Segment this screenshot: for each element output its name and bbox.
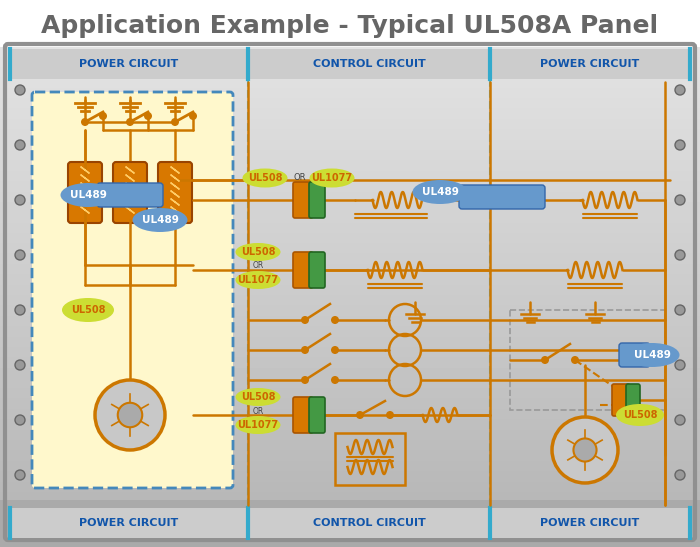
FancyBboxPatch shape bbox=[293, 182, 313, 218]
FancyBboxPatch shape bbox=[32, 92, 233, 488]
Circle shape bbox=[171, 118, 179, 126]
Circle shape bbox=[675, 360, 685, 370]
Circle shape bbox=[15, 415, 25, 425]
Circle shape bbox=[15, 85, 25, 95]
Text: POWER CIRCUIT: POWER CIRCUIT bbox=[540, 59, 640, 69]
Text: Application Example - Typical UL508A Panel: Application Example - Typical UL508A Pan… bbox=[41, 14, 659, 38]
Circle shape bbox=[675, 250, 685, 260]
Text: POWER CIRCUIT: POWER CIRCUIT bbox=[540, 518, 640, 528]
Circle shape bbox=[15, 250, 25, 260]
Circle shape bbox=[331, 376, 339, 384]
FancyBboxPatch shape bbox=[68, 162, 102, 223]
Circle shape bbox=[675, 415, 685, 425]
Text: OR: OR bbox=[294, 173, 307, 183]
Circle shape bbox=[95, 380, 165, 450]
Circle shape bbox=[144, 112, 152, 120]
FancyBboxPatch shape bbox=[113, 162, 147, 223]
Circle shape bbox=[15, 360, 25, 370]
Circle shape bbox=[189, 112, 197, 120]
FancyBboxPatch shape bbox=[293, 397, 313, 433]
Circle shape bbox=[675, 305, 685, 315]
Text: UL508: UL508 bbox=[623, 410, 657, 420]
Circle shape bbox=[331, 346, 339, 354]
Text: UL1077: UL1077 bbox=[237, 420, 279, 430]
Ellipse shape bbox=[242, 168, 288, 188]
Ellipse shape bbox=[624, 343, 680, 367]
Ellipse shape bbox=[235, 271, 281, 289]
FancyBboxPatch shape bbox=[293, 252, 313, 288]
Circle shape bbox=[541, 356, 549, 364]
Circle shape bbox=[99, 112, 107, 120]
Bar bbox=[510, 310, 665, 410]
FancyBboxPatch shape bbox=[97, 183, 163, 207]
FancyBboxPatch shape bbox=[309, 182, 325, 218]
FancyBboxPatch shape bbox=[309, 252, 325, 288]
FancyBboxPatch shape bbox=[619, 343, 650, 367]
Circle shape bbox=[571, 356, 579, 364]
Ellipse shape bbox=[412, 180, 468, 204]
Ellipse shape bbox=[132, 208, 188, 232]
Circle shape bbox=[118, 403, 142, 427]
Circle shape bbox=[675, 195, 685, 205]
Text: OR: OR bbox=[253, 406, 264, 416]
FancyBboxPatch shape bbox=[309, 397, 325, 433]
Circle shape bbox=[552, 417, 618, 483]
Circle shape bbox=[331, 316, 339, 324]
Ellipse shape bbox=[62, 298, 114, 322]
Circle shape bbox=[675, 470, 685, 480]
Text: POWER CIRCUIT: POWER CIRCUIT bbox=[79, 59, 178, 69]
Ellipse shape bbox=[235, 243, 281, 261]
Text: UL508: UL508 bbox=[241, 392, 275, 402]
Circle shape bbox=[15, 470, 25, 480]
FancyBboxPatch shape bbox=[459, 185, 545, 209]
Circle shape bbox=[126, 118, 134, 126]
Circle shape bbox=[675, 140, 685, 150]
Circle shape bbox=[356, 411, 364, 419]
Circle shape bbox=[15, 195, 25, 205]
Text: UL508: UL508 bbox=[71, 305, 105, 315]
Text: OR: OR bbox=[253, 261, 264, 271]
Text: UL489: UL489 bbox=[141, 215, 178, 225]
Bar bbox=[10, 49, 690, 79]
Circle shape bbox=[675, 85, 685, 95]
Ellipse shape bbox=[309, 168, 354, 188]
Ellipse shape bbox=[616, 404, 664, 426]
Ellipse shape bbox=[235, 388, 281, 406]
Text: CONTROL CIRCUIT: CONTROL CIRCUIT bbox=[313, 518, 426, 528]
Text: UL489: UL489 bbox=[69, 190, 106, 200]
Circle shape bbox=[15, 305, 25, 315]
Text: UL508: UL508 bbox=[241, 247, 275, 257]
Text: UL508: UL508 bbox=[248, 173, 282, 183]
Text: UL489: UL489 bbox=[421, 187, 458, 197]
Text: POWER CIRCUIT: POWER CIRCUIT bbox=[79, 518, 178, 528]
FancyBboxPatch shape bbox=[612, 384, 630, 416]
Bar bbox=[335, 433, 405, 485]
Circle shape bbox=[301, 376, 309, 384]
Circle shape bbox=[386, 411, 394, 419]
Bar bbox=[0, 0, 700, 47]
Text: UL1077: UL1077 bbox=[312, 173, 353, 183]
Circle shape bbox=[301, 316, 309, 324]
FancyBboxPatch shape bbox=[158, 162, 192, 223]
Text: UL489: UL489 bbox=[634, 350, 671, 360]
Circle shape bbox=[15, 140, 25, 150]
Ellipse shape bbox=[60, 183, 116, 207]
FancyBboxPatch shape bbox=[626, 384, 640, 416]
Text: UL1077: UL1077 bbox=[237, 275, 279, 285]
Circle shape bbox=[301, 346, 309, 354]
Circle shape bbox=[573, 439, 596, 462]
Circle shape bbox=[81, 118, 89, 126]
Bar bbox=[10, 508, 690, 538]
Ellipse shape bbox=[235, 416, 281, 434]
Text: CONTROL CIRCUIT: CONTROL CIRCUIT bbox=[313, 59, 426, 69]
